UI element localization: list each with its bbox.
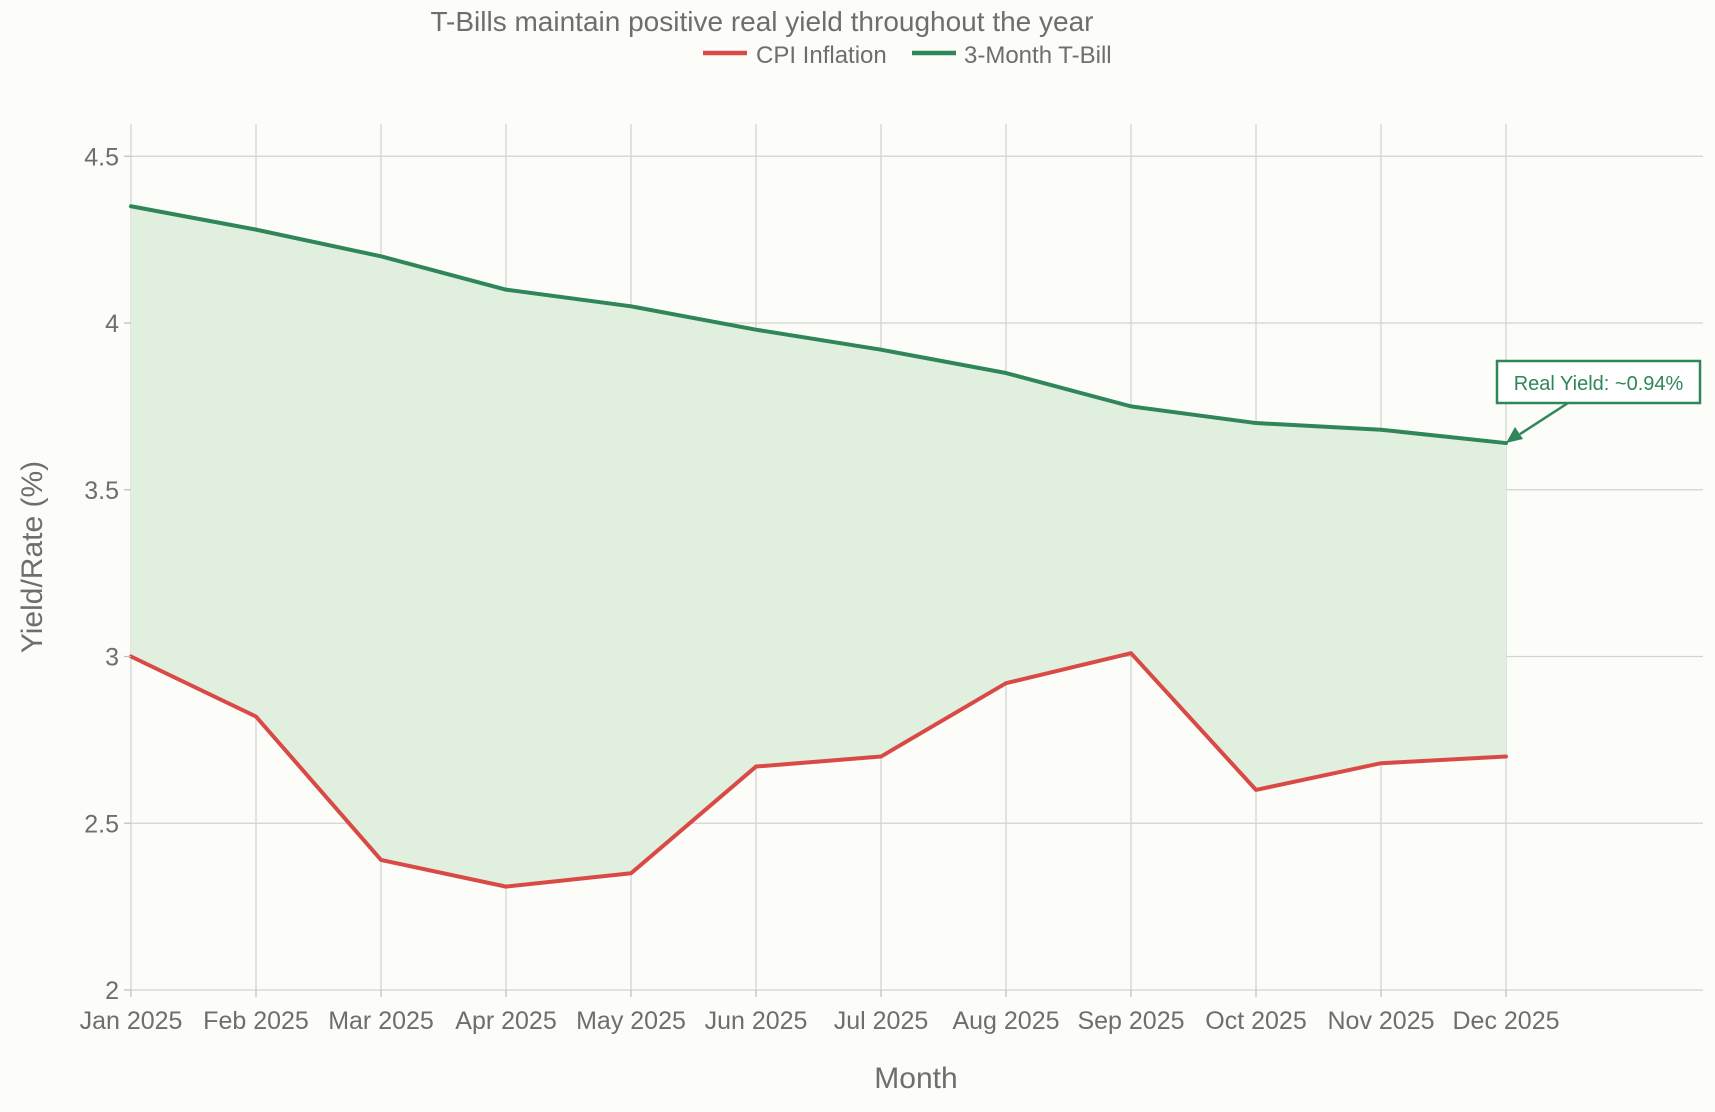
y-axis-ticks: 2 2.5 3 3.5 4 4.5	[84, 143, 131, 1005]
legend: CPI Inflation 3-Month T-Bill	[703, 42, 1112, 69]
x-tick-label: Aug 2025	[952, 1007, 1059, 1035]
y-tick-label: 4	[105, 310, 119, 338]
y-tick-label: 2.5	[84, 810, 119, 838]
real-yield-fill-area	[131, 206, 1506, 887]
series-line-cpi-inflation	[129, 651, 1508, 889]
x-axis-title: Month	[874, 1062, 957, 1095]
annotation-box	[1495, 359, 1702, 405]
y-tick-label: 3	[105, 644, 119, 672]
legend-label: CPI Inflation	[756, 42, 887, 69]
series-lines	[129, 204, 1508, 889]
legend-label: 3-Month T-Bill	[964, 42, 1112, 69]
series-line-t-bill	[129, 204, 1508, 446]
x-tick-label: Oct 2025	[1205, 1007, 1306, 1035]
x-tick-label: Dec 2025	[1452, 1007, 1559, 1035]
x-tick-label: Jun 2025	[705, 1007, 808, 1035]
x-tick-label: Apr 2025	[455, 1007, 556, 1035]
annotation-arrow-line	[1519, 401, 1569, 436]
y-tick-label: 4.5	[84, 143, 119, 171]
y-tick-label: 3.5	[84, 477, 119, 505]
x-tick-label: Jul 2025	[834, 1007, 929, 1035]
x-tick-label: Jan 2025	[80, 1007, 183, 1035]
annotation: Real Yield: ~0.94%	[1495, 359, 1702, 444]
annotation-arrowhead	[1506, 427, 1523, 444]
x-tick-label: Sep 2025	[1077, 1007, 1184, 1035]
x-tick-label: Nov 2025	[1327, 1007, 1434, 1035]
annotation-label: Real Yield: ~0.94%	[1514, 373, 1684, 395]
x-axis-ticks: Jan 2025 Feb 2025 Mar 2025 Apr 2025 May 2025…	[80, 990, 1560, 1035]
x-tick-label: Mar 2025	[328, 1007, 434, 1035]
x-tick-label: Feb 2025	[203, 1007, 309, 1035]
x-tick-label: May 2025	[576, 1007, 686, 1035]
y-tick-label: 2	[105, 977, 119, 1005]
chart-title: T-Bills maintain positive real yield thr…	[430, 6, 1093, 37]
y-axis-title: Yield/Rate (%)	[16, 461, 49, 653]
